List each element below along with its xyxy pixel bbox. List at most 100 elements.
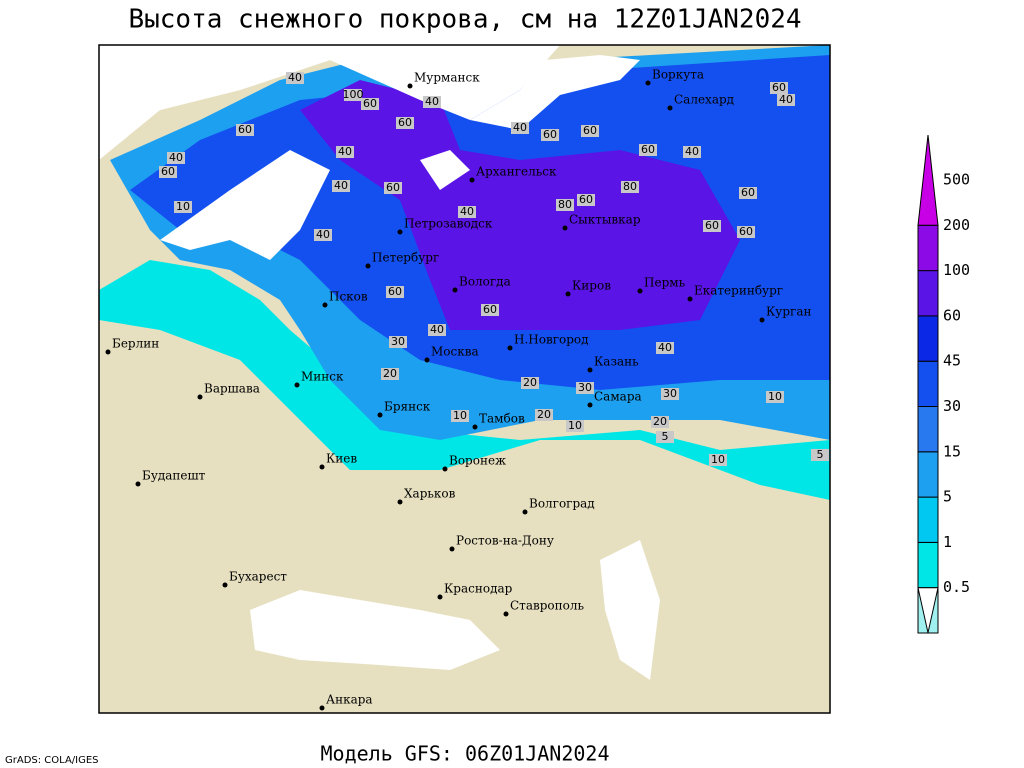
contour-label: 60 <box>641 143 655 156</box>
contour-label: 60 <box>739 225 753 238</box>
contour-label-box <box>737 226 755 238</box>
city-label: Сыктывкар <box>569 213 641 227</box>
city-dot <box>449 546 455 552</box>
city-dot <box>522 509 528 515</box>
city-label: Екатеринбург <box>694 284 783 298</box>
city-dot <box>565 291 571 297</box>
contour-label: 20 <box>653 415 667 428</box>
city-dot <box>377 412 383 418</box>
contour-label: 60 <box>388 285 402 298</box>
contour-label-box <box>661 388 679 400</box>
contour-label-box <box>236 124 254 136</box>
contour-label-box <box>159 166 177 178</box>
city-label: Москва <box>431 345 479 359</box>
contour-label-box <box>556 199 574 211</box>
city-dot <box>397 499 403 505</box>
legend-label: 60 <box>943 306 961 324</box>
contour-label-box <box>396 117 414 129</box>
city-dot <box>105 349 111 355</box>
city-label: Петербург <box>372 251 439 265</box>
city-label: Харьков <box>404 487 456 501</box>
contour-label-box <box>286 72 304 84</box>
city-label: Ставрополь <box>510 599 584 613</box>
city-label: Тамбов <box>479 412 525 426</box>
footer: Модель GFS: 06Z01JAN2024 <box>321 742 610 766</box>
contour-label: 40 <box>425 95 439 108</box>
contour-label-box <box>811 449 829 461</box>
legend-label: 30 <box>943 397 961 415</box>
contour-label: 80 <box>558 198 572 211</box>
contour-label-box <box>770 82 788 94</box>
map-title: Высота снежного покрова, см на 12Z01JAN2… <box>128 5 801 35</box>
city-label: Воркута <box>652 68 704 82</box>
contour-label-box <box>344 89 362 101</box>
legend-swatch <box>917 134 939 226</box>
contour-label-box <box>639 144 657 156</box>
contour-label: 60 <box>583 124 597 137</box>
city-dot <box>442 466 448 472</box>
contour-label-box <box>535 409 553 421</box>
contour-label-box <box>683 146 701 158</box>
city-dot <box>503 611 509 617</box>
contour-label: 10 <box>768 390 782 403</box>
contour-label: 30 <box>391 335 405 348</box>
legend-label: 45 <box>943 352 961 370</box>
contour-label-box <box>386 286 404 298</box>
contour-label: 40 <box>169 151 183 164</box>
contour-label: 60 <box>705 219 719 232</box>
legend-label: 15 <box>943 442 961 460</box>
legend-swatch <box>917 587 939 633</box>
legend-label: 5 <box>943 488 952 506</box>
map <box>99 45 830 713</box>
black-sea <box>250 590 500 670</box>
contour-label: 40 <box>460 205 474 218</box>
contour-label-box <box>381 368 399 380</box>
contour-label: 100 <box>343 88 364 101</box>
city-label: Петрозаводск <box>404 217 493 231</box>
contour-label-box <box>703 220 721 232</box>
city-dot <box>452 287 458 293</box>
contour-label-box <box>577 194 595 206</box>
city-label: Мурманск <box>414 71 480 85</box>
city-label: Вологда <box>459 275 511 289</box>
contour-label-box <box>656 342 674 354</box>
contour-label: 60 <box>741 186 755 199</box>
contour-label: 60 <box>483 303 497 316</box>
legend-swatch <box>917 541 939 589</box>
contour-label-box <box>656 431 674 443</box>
contour-label-box <box>423 96 441 108</box>
contour-label-box <box>566 420 584 432</box>
city-label: Бухарест <box>229 570 287 584</box>
city-dot <box>587 402 593 408</box>
contour-label: 5 <box>817 448 824 461</box>
contour-label: 60 <box>386 181 400 194</box>
cities: Мурманск Воркута Салехард Архангельск Петроз… <box>105 68 811 711</box>
city-label: Салехард <box>674 93 734 107</box>
contour-label: 30 <box>578 381 592 394</box>
contour-label-box <box>739 187 757 199</box>
city-label: Волгоград <box>529 497 595 511</box>
contour-label: 10 <box>711 453 725 466</box>
city-dot <box>587 367 593 373</box>
city-dot <box>294 382 300 388</box>
contour-label-box <box>777 94 795 106</box>
city-label: Берлин <box>112 337 159 351</box>
contour-label: 40 <box>685 145 699 158</box>
contour-label-box <box>428 324 446 336</box>
city-dot <box>759 317 765 323</box>
contour-label: 40 <box>288 71 302 84</box>
contour-label-box <box>167 152 185 164</box>
contour-label-box <box>458 206 476 218</box>
legend-swatch <box>917 451 939 498</box>
legend-swatch <box>917 406 939 453</box>
city-label: Псков <box>329 290 368 304</box>
legend-label: 1 <box>943 533 952 551</box>
contour-label: 20 <box>523 376 537 389</box>
city-label: Курган <box>766 305 811 319</box>
legend-label: 100 <box>943 261 970 279</box>
city-label: Краснодар <box>444 582 513 596</box>
map-frame <box>98 44 831 714</box>
city-label: Н.Новгород <box>514 333 589 347</box>
